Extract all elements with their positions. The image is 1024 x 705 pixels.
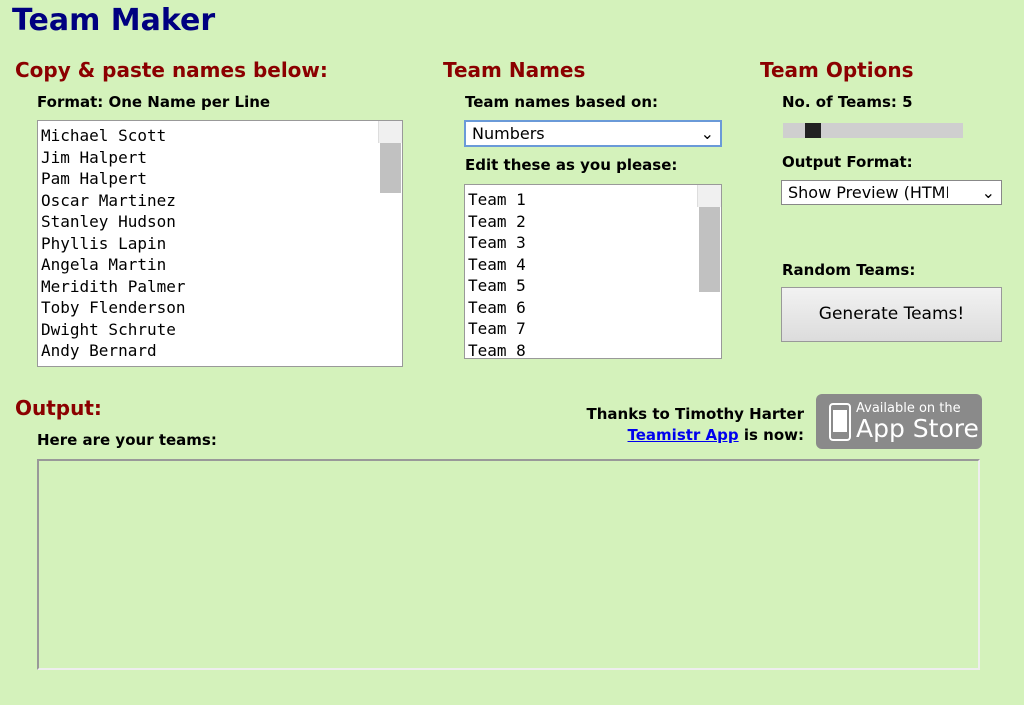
field-label: Format: One Name per Line — [37, 93, 271, 111]
team-names-select[interactable]: Numbers ⌄ — [464, 120, 722, 147]
team-line: Team 3 — [468, 233, 526, 252]
credit-line: Teamistr App is now: — [628, 426, 804, 444]
app-link[interactable]: Teamistr App — [627, 426, 739, 444]
teams-textarea[interactable]: Team 1 Team 2 Team 3 Team 4 Team 5 Team 6 Team… — [464, 184, 722, 359]
section-heading: Output: — [15, 396, 102, 420]
name-line: Andy Bernard — [41, 341, 157, 360]
badge-small: Available on the — [856, 401, 961, 416]
badge-large: App Store — [856, 414, 979, 443]
generate-button[interactable]: Generate Teams! — [781, 287, 1002, 342]
scrollbar — [378, 121, 402, 193]
count-label: No. of Teams: — [782, 93, 897, 111]
name-line: Pam Halpert — [41, 169, 147, 188]
page-title: Team Maker — [12, 3, 216, 38]
name-line: Dwight Schrute — [41, 319, 176, 339]
team-line: Team 1 — [468, 190, 526, 209]
team-line: Team 7 — [468, 319, 526, 338]
app-store-badge[interactable]: Available on the App Store — [816, 394, 982, 449]
team-line: Team 5 — [468, 276, 526, 295]
credit-text: Thanks to Timothy Harter — [586, 405, 804, 423]
field-label: Here are your teams: — [37, 431, 217, 449]
team-line: Team 2 — [468, 211, 526, 231]
section-heading: Copy & paste names below: — [15, 58, 328, 82]
section-heading: Team Names — [443, 58, 586, 82]
name-line: Jim Halpert — [41, 147, 147, 167]
team-line: Team 4 — [468, 254, 526, 274]
team-line: Team 6 — [468, 297, 526, 317]
names-textarea[interactable]: Michael Scott Jim Halpert Pam Halpert Oscar… — [37, 120, 403, 367]
field-label: No. of Teams: 5 — [782, 93, 913, 111]
name-line: Stanley Hudson — [41, 212, 176, 231]
output-format-select[interactable]: Show Preview (HTML) ⌄ — [781, 180, 1002, 205]
credit-suffix: is now: — [743, 426, 804, 444]
select-value: Show Preview (HTML) — [788, 183, 948, 202]
select-value: Numbers — [472, 124, 545, 143]
team-line: Team 8 — [468, 340, 526, 359]
name-line: Toby Flenderson — [41, 298, 186, 317]
field-label: Edit these as you please: — [465, 156, 678, 174]
scrollbar — [697, 185, 721, 292]
team-count-slider[interactable] — [783, 123, 963, 138]
name-line: Michael Scott — [41, 126, 167, 145]
name-line: Oscar Martinez — [41, 190, 176, 210]
section-heading: Team Options — [760, 58, 914, 82]
field-label: Team names based on: — [465, 93, 659, 111]
field-label: Output Format: — [782, 153, 913, 171]
name-line: Meridith Palmer — [41, 276, 186, 296]
field-label: Random Teams: — [782, 261, 916, 279]
output-area[interactable] — [37, 459, 980, 670]
name-line: Phyllis Lapin — [41, 233, 167, 253]
count-value: 5 — [902, 93, 913, 111]
phone-icon — [829, 403, 851, 441]
name-line: Angela Martin — [41, 255, 167, 274]
